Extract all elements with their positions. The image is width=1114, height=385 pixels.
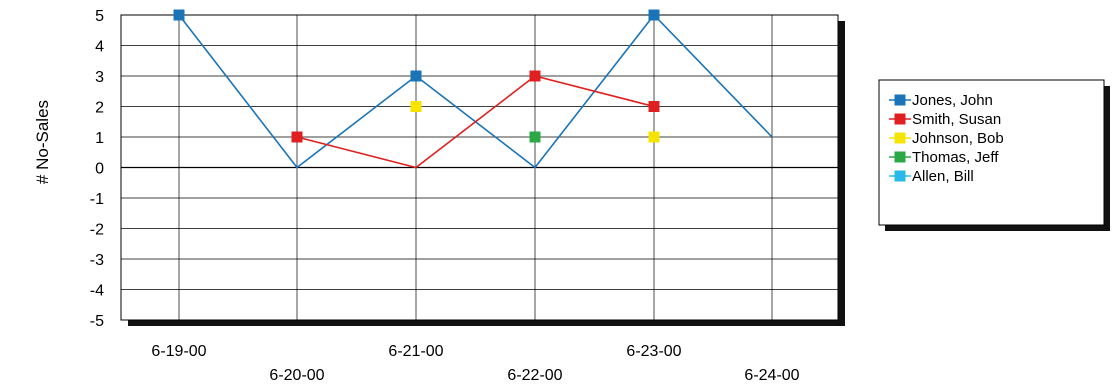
data-point bbox=[648, 101, 660, 112]
legend-label: Thomas, Jeff bbox=[912, 149, 999, 166]
y-tick-label: 2 bbox=[95, 100, 104, 117]
x-tick-label: 6-24-00 bbox=[744, 367, 799, 384]
legend-marker bbox=[894, 170, 906, 182]
data-point bbox=[291, 131, 303, 143]
legend-box bbox=[878, 79, 1105, 226]
legend-label: Johnson, Bob bbox=[912, 130, 1004, 147]
data-point bbox=[410, 70, 422, 82]
series-group bbox=[173, 9, 773, 169]
legend-marker bbox=[894, 113, 906, 125]
x-tick-label: 6-22-00 bbox=[507, 367, 562, 384]
legend-label: Smith, Susan bbox=[912, 111, 1001, 128]
y-tick-label: 1 bbox=[95, 130, 104, 147]
y-tick-label: 5 bbox=[95, 8, 104, 25]
grid-lines bbox=[121, 14, 838, 321]
data-point bbox=[410, 101, 422, 112]
x-tick-label: 6-23-00 bbox=[626, 343, 681, 360]
data-point bbox=[529, 131, 541, 143]
data-point bbox=[529, 70, 541, 82]
legend-marker bbox=[894, 94, 906, 106]
data-point bbox=[173, 9, 185, 21]
data-point bbox=[648, 9, 660, 21]
y-tick-label: -1 bbox=[90, 191, 104, 208]
y-tick-label: -2 bbox=[90, 222, 104, 239]
legend-marker bbox=[894, 132, 906, 144]
legend-label: Allen, Bill bbox=[912, 168, 974, 185]
legend-marker bbox=[894, 151, 906, 163]
data-point bbox=[648, 131, 660, 143]
y-tick-label: -5 bbox=[90, 313, 104, 330]
legend-label: Jones, John bbox=[912, 92, 993, 109]
x-tick-labels: 6-19-00 6-20-00 6-21-00 6-22-00 6-23-00 6-24-… bbox=[151, 343, 799, 384]
y-tick-labels: 5 4 3 2 1 0 -1 -2 -3 -4 -5 bbox=[90, 8, 104, 330]
y-tick-label: 3 bbox=[95, 69, 104, 86]
x-tick-label: 6-20-00 bbox=[269, 367, 324, 384]
y-tick-label: -4 bbox=[90, 283, 104, 300]
y-tick-label: -3 bbox=[90, 252, 104, 269]
x-tick-label: 6-21-00 bbox=[388, 343, 443, 360]
y-axis-label: # No-Sales bbox=[33, 100, 52, 184]
legend: Jones, John Smith, Susan Johnson, Bob Thoma… bbox=[889, 92, 1004, 185]
series-line bbox=[296, 75, 655, 169]
y-tick-label: 0 bbox=[95, 161, 104, 178]
x-tick-label: 6-19-00 bbox=[151, 343, 206, 360]
y-tick-label: 4 bbox=[95, 39, 104, 56]
